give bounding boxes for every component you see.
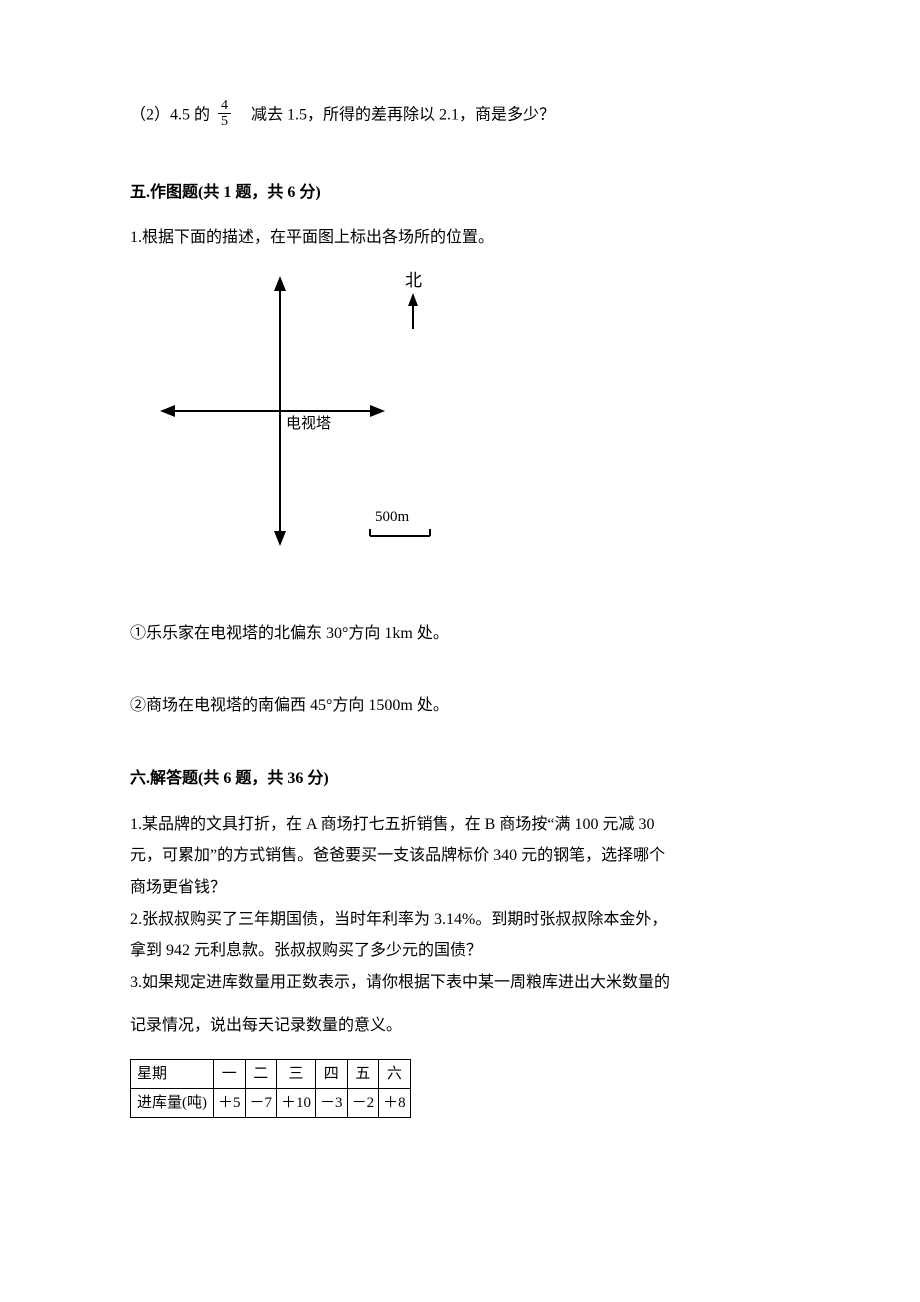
north-label: 北 — [405, 271, 422, 290]
cell: －7 — [245, 1088, 277, 1117]
q4-2-suffix: 减去 1.5，所得的差再除以 2.1，商是多少？ — [251, 107, 555, 124]
section-6-q3-a: 3.如果规定进库数量用正数表示，请你根据下表中某一周粮库进出大米数量的 — [130, 970, 790, 996]
table-row: 进库量(吨) ＋5 －7 ＋10 －3 －2 ＋8 — [131, 1088, 411, 1117]
section-6-q1-c: 商场更省钱？ — [130, 875, 790, 901]
inventory-table: 星期 一 二 三 四 五 六 进库量(吨) ＋5 －7 ＋10 －3 －2 ＋8 — [130, 1059, 411, 1118]
cell: 三 — [277, 1059, 316, 1088]
cell: ＋8 — [379, 1088, 411, 1117]
arrow-left-icon — [160, 405, 175, 417]
section-6-heading: 六.解答题(共 6 题，共 36 分) — [130, 766, 790, 792]
north-arrow-icon — [408, 293, 418, 306]
cell: －2 — [347, 1088, 379, 1117]
compass-diagram: 电视塔 北 500m — [150, 261, 450, 571]
inventory-table-wrap: 星期 一 二 三 四 五 六 进库量(吨) ＋5 －7 ＋10 －3 －2 ＋8 — [130, 1059, 790, 1118]
row2-label: 进库量(吨) — [131, 1088, 214, 1117]
section-5-item-1: ①乐乐家在电视塔的北偏东 30°方向 1km 处。 — [130, 621, 790, 647]
cell: －3 — [316, 1088, 348, 1117]
fraction-denominator: 5 — [218, 114, 231, 129]
section-6-q1-b: 元，可累加”的方式销售。爸爸要买一支该品牌标价 340 元的钢笔，选择哪个 — [130, 843, 790, 869]
cell: 六 — [379, 1059, 411, 1088]
fraction-4-5: 4 5 — [218, 98, 231, 130]
section-5-heading: 五.作图题(共 1 题，共 6 分) — [130, 180, 790, 206]
cell: 一 — [214, 1059, 246, 1088]
cell: 二 — [245, 1059, 277, 1088]
question-4-2: （2）4.5 的 4 5 减去 1.5，所得的差再除以 2.1，商是多少？ — [130, 100, 790, 132]
arrow-down-icon — [274, 531, 286, 546]
row1-label: 星期 — [131, 1059, 214, 1088]
section-6-q2-b: 拿到 942 元利息款。张叔叔购买了多少元的国债？ — [130, 938, 790, 964]
scale-label: 500m — [375, 509, 410, 525]
arrow-up-icon — [274, 276, 286, 291]
table-row: 星期 一 二 三 四 五 六 — [131, 1059, 411, 1088]
cell: 五 — [347, 1059, 379, 1088]
document-page: （2）4.5 的 4 5 减去 1.5，所得的差再除以 2.1，商是多少？ 五.… — [0, 0, 920, 1302]
section-5-q1: 1.根据下面的描述，在平面图上标出各场所的位置。 — [130, 225, 790, 251]
cell: 四 — [316, 1059, 348, 1088]
fraction-numerator: 4 — [218, 98, 231, 114]
section-6-q3-b: 记录情况，说出每天记录数量的意义。 — [130, 1013, 790, 1039]
cell: ＋5 — [214, 1088, 246, 1117]
cell: ＋10 — [277, 1088, 316, 1117]
section-6-q2-a: 2.张叔叔购买了三年期国债，当时年利率为 3.14%。到期时张叔叔除本金外， — [130, 907, 790, 933]
arrow-right-icon — [370, 405, 385, 417]
section-6-q1-a: 1.某品牌的文具打折，在 A 商场打七五折销售，在 B 商场按“满 100 元减… — [130, 812, 790, 838]
center-label: 电视塔 — [286, 415, 331, 432]
section-5-item-2: ②商场在电视塔的南偏西 45°方向 1500m 处。 — [130, 693, 790, 719]
q4-2-prefix: （2）4.5 的 — [130, 107, 210, 124]
